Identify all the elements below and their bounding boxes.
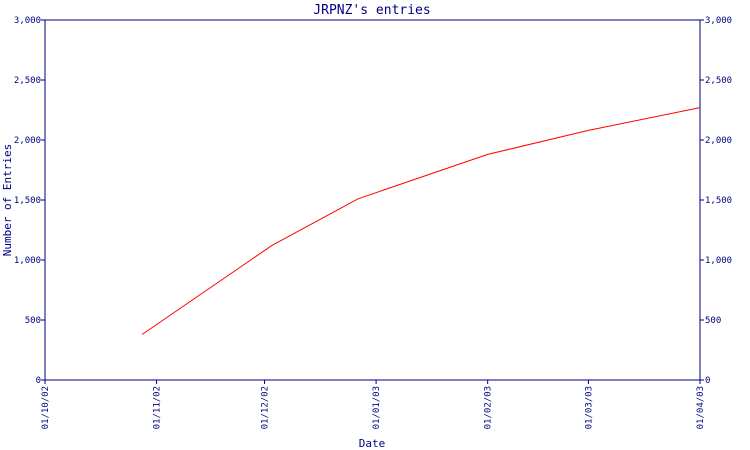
x-tick-label: 01/03/03 [584,386,594,429]
y-tick-label-left: 2,000 [14,136,41,146]
chart-title: JRPNZ's entries [313,3,430,18]
x-axis-title: Date [359,437,386,450]
y-tick-label-left: 1,000 [14,256,41,266]
series-layer [141,107,701,335]
y-tick-label-left: 1,500 [14,196,41,206]
x-tick-label: 01/10/02 [41,386,51,429]
x-tick-label: 01/01/03 [372,386,382,429]
y-tick-label-right: 0 [705,376,710,386]
y-tick-label-right: 1,500 [705,196,732,206]
series-line [141,107,701,335]
x-tick-label: 01/12/02 [261,386,271,429]
y-tick-label-right: 2,500 [705,76,732,86]
y-tick-label-left: 500 [25,316,41,326]
x-axis: 01/10/02 01/11/02 01/12/02 01/01/03 01/02/03… [41,380,706,429]
y-tick-label-left: 0 [36,376,41,386]
y-tick-label-left: 2,500 [14,76,41,86]
y-tick-label-right: 500 [705,316,721,326]
y-tick-label-right: 1,000 [705,256,732,266]
y-tick-label-left: 3,000 [14,16,41,26]
y-tick-label-right: 3,000 [705,16,732,26]
y-axis-right: 0 500 1,000 1,500 2,000 2,500 3,000 [700,16,732,386]
x-tick-label: 01/04/03 [696,386,706,429]
y-tick-label-right: 2,000 [705,136,732,146]
x-tick-label: 01/11/02 [153,386,163,429]
y-axis-title: Number of Entries [1,144,14,257]
y-axis-left: 0 500 1,000 1,500 2,000 2,500 3,000 [14,16,45,386]
x-tick-label: 01/02/03 [484,386,494,429]
